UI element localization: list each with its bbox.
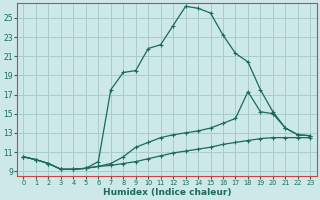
X-axis label: Humidex (Indice chaleur): Humidex (Indice chaleur): [103, 188, 231, 197]
